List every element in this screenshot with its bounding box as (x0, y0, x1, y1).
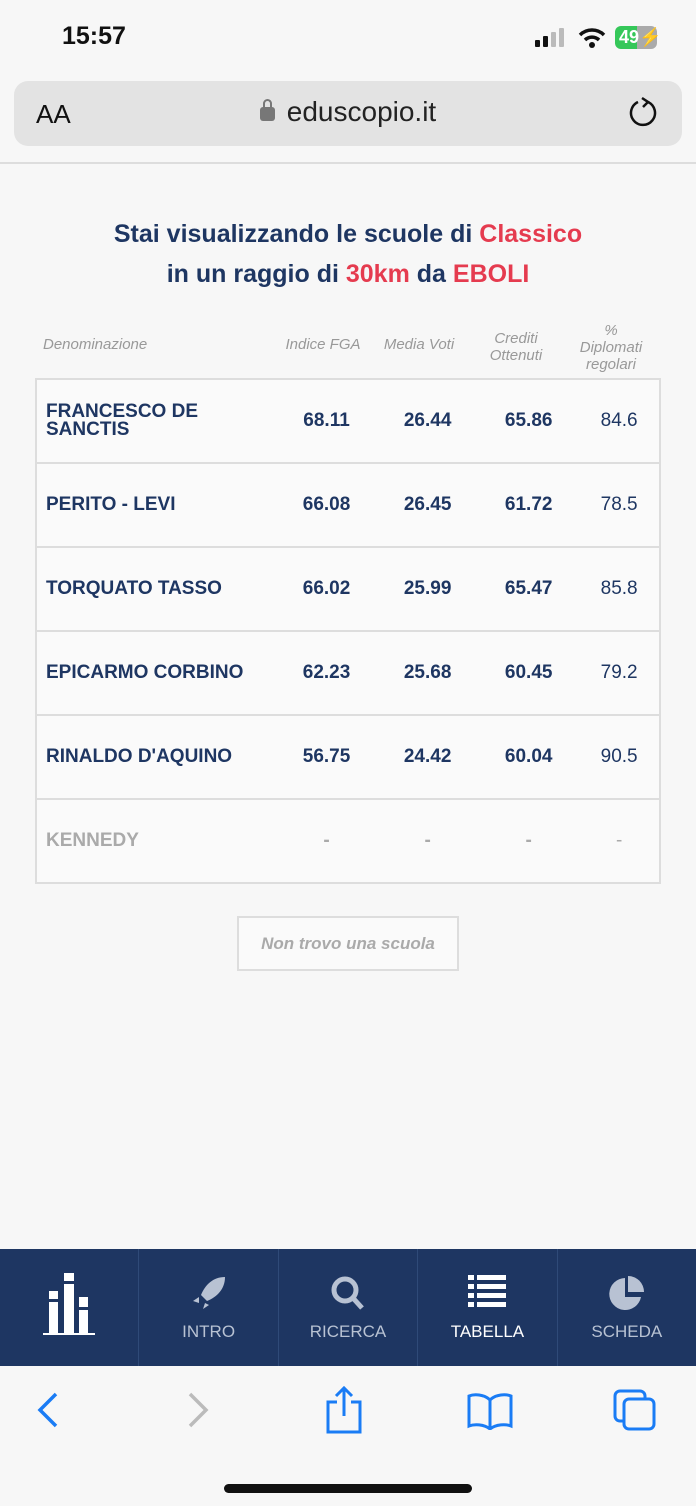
table-row[interactable]: KENNEDY - - - - (36, 798, 660, 884)
diplomati-regolari: 79.2 (579, 630, 660, 716)
diplomati-regolari: 84.6 (579, 378, 660, 464)
nav-ricerca[interactable]: RICERCA (279, 1249, 419, 1366)
diplomati-regolari: - (579, 798, 660, 884)
page-title: Stai visualizzando le scuole di Classico… (113, 220, 583, 288)
nav-home[interactable] (0, 1249, 140, 1366)
indice-fga: 68.11 (276, 378, 378, 464)
lock-icon (259, 99, 275, 121)
column-header-name[interactable]: Denominazione (43, 336, 148, 353)
signal-icon (535, 28, 564, 47)
reload-icon[interactable] (626, 96, 660, 130)
column-header-crediti[interactable]: Crediti Ottenuti (489, 330, 543, 364)
divider (0, 162, 696, 164)
table-row[interactable]: RINALDO D'AQUINO 56.75 24.42 60.04 90.5 (36, 714, 660, 800)
school-name[interactable]: FRANCESCO DE SANCTIS (36, 378, 276, 464)
clock: 15:57 (62, 22, 126, 50)
nav-scheda[interactable]: SCHEDA (558, 1249, 696, 1366)
column-header-diplomati[interactable]: % Diplomati regolari (579, 322, 643, 373)
crediti-ottenuti: 60.45 (478, 630, 580, 716)
crediti-ottenuti: 65.47 (478, 546, 580, 632)
crediti-ottenuti: 65.86 (478, 378, 580, 464)
column-header-media[interactable]: Media Voti (383, 336, 455, 353)
media-voti: 25.99 (377, 546, 479, 632)
table-row[interactable]: EPICARMO CORBINO 62.23 25.68 60.45 79.2 (36, 630, 660, 716)
bookmarks-icon[interactable] (466, 1392, 514, 1430)
school-name[interactable]: RINALDO D'AQUINO (36, 714, 276, 800)
school-name[interactable]: TORQUATO TASSO (36, 546, 276, 632)
table-row[interactable]: TORQUATO TASSO 66.02 25.99 65.47 85.8 (36, 546, 660, 632)
crediti-ottenuti: 60.04 (478, 714, 580, 800)
nav-intro[interactable]: INTRO (139, 1249, 279, 1366)
table-row[interactable]: PERITO - LEVI 66.08 26.45 61.72 78.5 (36, 462, 660, 548)
share-icon[interactable] (324, 1386, 364, 1434)
back-icon[interactable] (36, 1392, 60, 1428)
media-voti: 26.45 (377, 462, 479, 548)
forward-icon[interactable] (186, 1392, 210, 1428)
battery-icon: 49⚡ (615, 26, 661, 49)
table-row[interactable]: FRANCESCO DE SANCTIS 68.11 26.44 65.86 84.6 (36, 378, 660, 464)
media-voti: - (377, 798, 479, 884)
tabs-icon[interactable] (612, 1388, 658, 1432)
logo-bars-icon (43, 1273, 96, 1335)
diplomati-regolari: 78.5 (579, 462, 660, 548)
pie-chart-icon (609, 1276, 644, 1310)
safari-toolbar (0, 1366, 696, 1506)
status-bar: 15:57 49⚡ (0, 0, 696, 78)
diplomati-regolari: 90.5 (579, 714, 660, 800)
media-voti: 26.44 (377, 378, 479, 464)
media-voti: 24.42 (377, 714, 479, 800)
wifi-icon (578, 28, 606, 48)
home-indicator (224, 1484, 472, 1493)
rocket-icon (192, 1277, 225, 1309)
indice-fga: 66.02 (276, 546, 378, 632)
school-name[interactable]: PERITO - LEVI (36, 462, 276, 548)
crediti-ottenuti: 61.72 (478, 462, 580, 548)
indice-fga: - (276, 798, 378, 884)
nav-tabella[interactable]: TABELLA (418, 1249, 558, 1366)
crediti-ottenuti: - (478, 798, 580, 884)
media-voti: 25.68 (377, 630, 479, 716)
url-field[interactable]: eduscopio.it (14, 96, 682, 128)
text-size-button[interactable]: AA (36, 99, 71, 129)
indice-fga: 62.23 (276, 630, 378, 716)
diplomati-regolari: 85.8 (579, 546, 660, 632)
bottom-nav: INTRO RICERCA TABELLA SCHEDA (0, 1249, 696, 1366)
indice-fga: 56.75 (276, 714, 378, 800)
not-found-button[interactable]: Non trovo una scuola (237, 916, 459, 971)
column-header-fga[interactable]: Indice FGA (285, 336, 361, 353)
schools-table: FRANCESCO DE SANCTIS 68.11 26.44 65.86 84.6 P… (35, 378, 661, 884)
search-icon (331, 1276, 364, 1310)
school-name[interactable]: EPICARMO CORBINO (36, 630, 276, 716)
list-icon (468, 1275, 507, 1307)
school-name[interactable]: KENNEDY (36, 798, 276, 884)
indice-fga: 66.08 (276, 462, 378, 548)
address-bar[interactable]: AA eduscopio.it (14, 81, 682, 146)
